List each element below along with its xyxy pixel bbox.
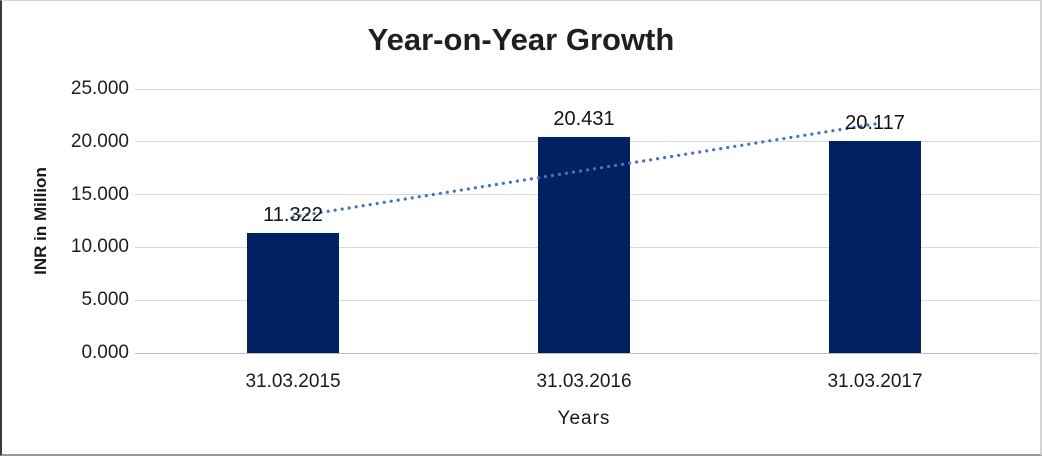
y-tick-label: 20.000 bbox=[70, 130, 129, 152]
x-tick-label: 31.03.2015 bbox=[245, 371, 341, 392]
y-tick-label: 10.000 bbox=[70, 236, 129, 258]
y-tick-label: 5.000 bbox=[81, 289, 129, 311]
bar-value-label: 20.431 bbox=[553, 108, 615, 131]
bar-value-label: 20.117 bbox=[845, 111, 905, 134]
gridline bbox=[135, 88, 1039, 90]
y-tick-label: 15.000 bbox=[70, 183, 129, 205]
y-tick-label: 0.000 bbox=[81, 342, 129, 363]
y-tick-label: 25.000 bbox=[70, 78, 129, 99]
x-axis-title: Years bbox=[557, 408, 611, 429]
bar bbox=[538, 137, 630, 353]
chart-title: Year-on-Year Growth bbox=[367, 22, 675, 57]
gridline bbox=[135, 352, 1039, 354]
x-tick-label: 31.03.2016 bbox=[536, 371, 632, 392]
bar bbox=[829, 140, 921, 353]
x-tick-label: 31.03.2017 bbox=[827, 371, 923, 392]
bar bbox=[247, 233, 339, 353]
bar-value-label: 11.322 bbox=[263, 204, 323, 227]
